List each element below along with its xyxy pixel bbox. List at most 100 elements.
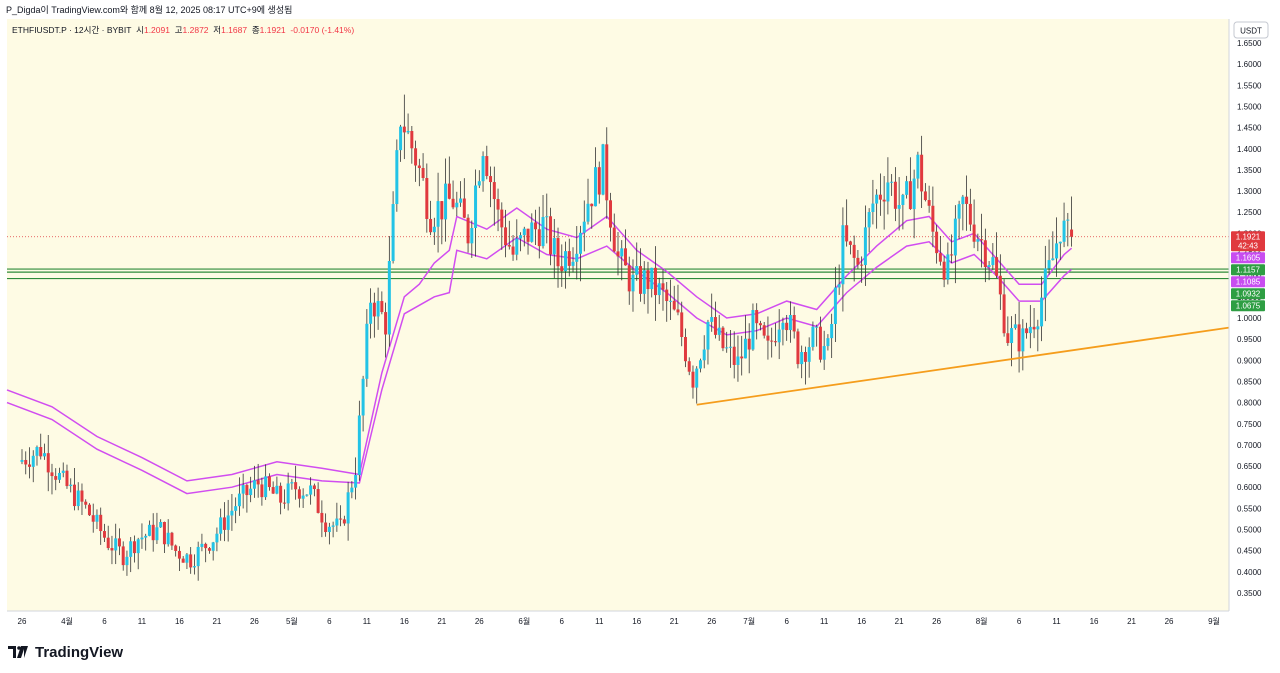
candle-body[interactable] (511, 246, 515, 255)
candle-body[interactable] (552, 238, 556, 255)
candle-body[interactable] (1017, 324, 1021, 352)
candle-body[interactable] (1032, 326, 1036, 330)
candle-body[interactable] (335, 518, 339, 526)
chart-frame[interactable]: USDT 0.3500 0.4000 0.4500 0.5000 0.5500 0.600… (0, 19, 1280, 631)
candle-body[interactable] (42, 453, 46, 457)
candle-body[interactable] (650, 267, 654, 290)
candle-body[interactable] (462, 198, 466, 218)
candle-body[interactable] (579, 232, 583, 254)
candle-body[interactable] (908, 181, 912, 210)
candle-body[interactable] (327, 526, 331, 533)
candle-body[interactable] (429, 218, 433, 233)
candle-body[interactable] (61, 470, 65, 473)
candle-body[interactable] (24, 459, 28, 465)
candle-body[interactable] (132, 541, 136, 554)
candle-body[interactable] (399, 126, 403, 151)
candle-body[interactable] (953, 218, 957, 256)
candle-body[interactable] (99, 514, 103, 532)
candle-body[interactable] (983, 240, 987, 268)
candle-body[interactable] (147, 524, 151, 536)
candle-body[interactable] (54, 476, 58, 480)
candle-body[interactable] (567, 251, 571, 266)
candle-body[interactable] (507, 245, 511, 247)
candle-body[interactable] (361, 378, 365, 416)
candle-body[interactable] (1013, 324, 1017, 329)
candle-body[interactable] (882, 199, 886, 202)
candle-body[interactable] (249, 488, 253, 496)
candle-body[interactable] (807, 347, 811, 362)
candle-body[interactable] (762, 325, 766, 336)
candle-body[interactable] (365, 323, 369, 379)
candle-body[interactable] (80, 490, 84, 502)
candle-body[interactable] (893, 181, 897, 209)
candle-body[interactable] (444, 183, 448, 220)
candle-body[interactable] (200, 543, 204, 547)
candle-body[interactable] (125, 556, 129, 566)
candle-body[interactable] (354, 475, 358, 488)
candle-body[interactable] (87, 504, 91, 516)
candle-body[interactable] (867, 212, 871, 228)
candle-body[interactable] (447, 183, 451, 199)
candle-body[interactable] (192, 566, 196, 568)
candle-body[interactable] (931, 205, 935, 232)
candle-body[interactable] (800, 352, 804, 365)
candle-body[interactable] (504, 227, 508, 246)
candle-body[interactable] (549, 216, 553, 255)
candle-body[interactable] (230, 510, 234, 516)
candle-body[interactable] (616, 251, 620, 257)
candle-body[interactable] (252, 480, 256, 489)
candle-body[interactable] (35, 447, 39, 456)
price-axis-badge[interactable] (1231, 300, 1265, 312)
candle-body[interactable] (189, 554, 193, 568)
candle-body[interactable] (897, 204, 901, 209)
candle-body[interactable] (777, 329, 781, 343)
candle-body[interactable] (346, 492, 350, 524)
candle-body[interactable] (751, 310, 755, 350)
candle-body[interactable] (204, 543, 208, 549)
candle-body[interactable] (725, 347, 729, 349)
candle-body[interactable] (241, 485, 245, 494)
price-axis-panel[interactable] (1229, 19, 1280, 611)
candle-body[interactable] (84, 501, 88, 505)
candle-body[interactable] (286, 483, 290, 504)
candle-body[interactable] (586, 203, 590, 222)
candle-body[interactable] (1066, 219, 1070, 221)
candle-body[interactable] (129, 541, 133, 557)
price-axis-badge[interactable] (1231, 264, 1265, 276)
candle-body[interactable] (683, 337, 687, 362)
candle-body[interactable] (968, 203, 972, 225)
candle-body[interactable] (245, 485, 249, 496)
candle-body[interactable] (1010, 328, 1014, 344)
candle-body[interactable] (500, 209, 504, 228)
candle-body[interactable] (369, 302, 373, 324)
candle-body[interactable] (612, 227, 616, 252)
candle-body[interactable] (736, 356, 740, 365)
candle-body[interactable] (181, 558, 185, 563)
candle-body[interactable] (31, 455, 35, 467)
candle-body[interactable] (541, 216, 545, 247)
price-axis-badge[interactable] (1231, 231, 1265, 252)
candle-body[interactable] (1021, 328, 1025, 352)
candle-body[interactable] (766, 335, 770, 341)
candle-body[interactable] (702, 349, 706, 361)
candle-body[interactable] (275, 485, 279, 494)
candle-body[interactable] (279, 485, 283, 503)
candle-body[interactable] (717, 327, 721, 335)
candle-body[interactable] (657, 283, 661, 296)
candle-body[interactable] (144, 535, 148, 538)
candle-body[interactable] (695, 368, 699, 388)
candle-body[interactable] (609, 200, 613, 228)
candle-body[interactable] (421, 168, 425, 179)
candle-body[interactable] (102, 531, 106, 538)
candle-body[interactable] (140, 537, 144, 540)
candle-body[interactable] (627, 265, 631, 292)
candle-body[interactable] (451, 198, 455, 208)
candle-body[interactable] (260, 484, 264, 498)
candle-body[interactable] (110, 548, 114, 551)
candle-body[interactable] (271, 487, 275, 494)
candle-body[interactable] (788, 314, 792, 331)
candle-body[interactable] (792, 314, 796, 332)
tradingview-brand[interactable]: TradingView (8, 642, 123, 662)
candle-body[interactable] (833, 287, 837, 325)
candle-body[interactable] (687, 361, 691, 372)
